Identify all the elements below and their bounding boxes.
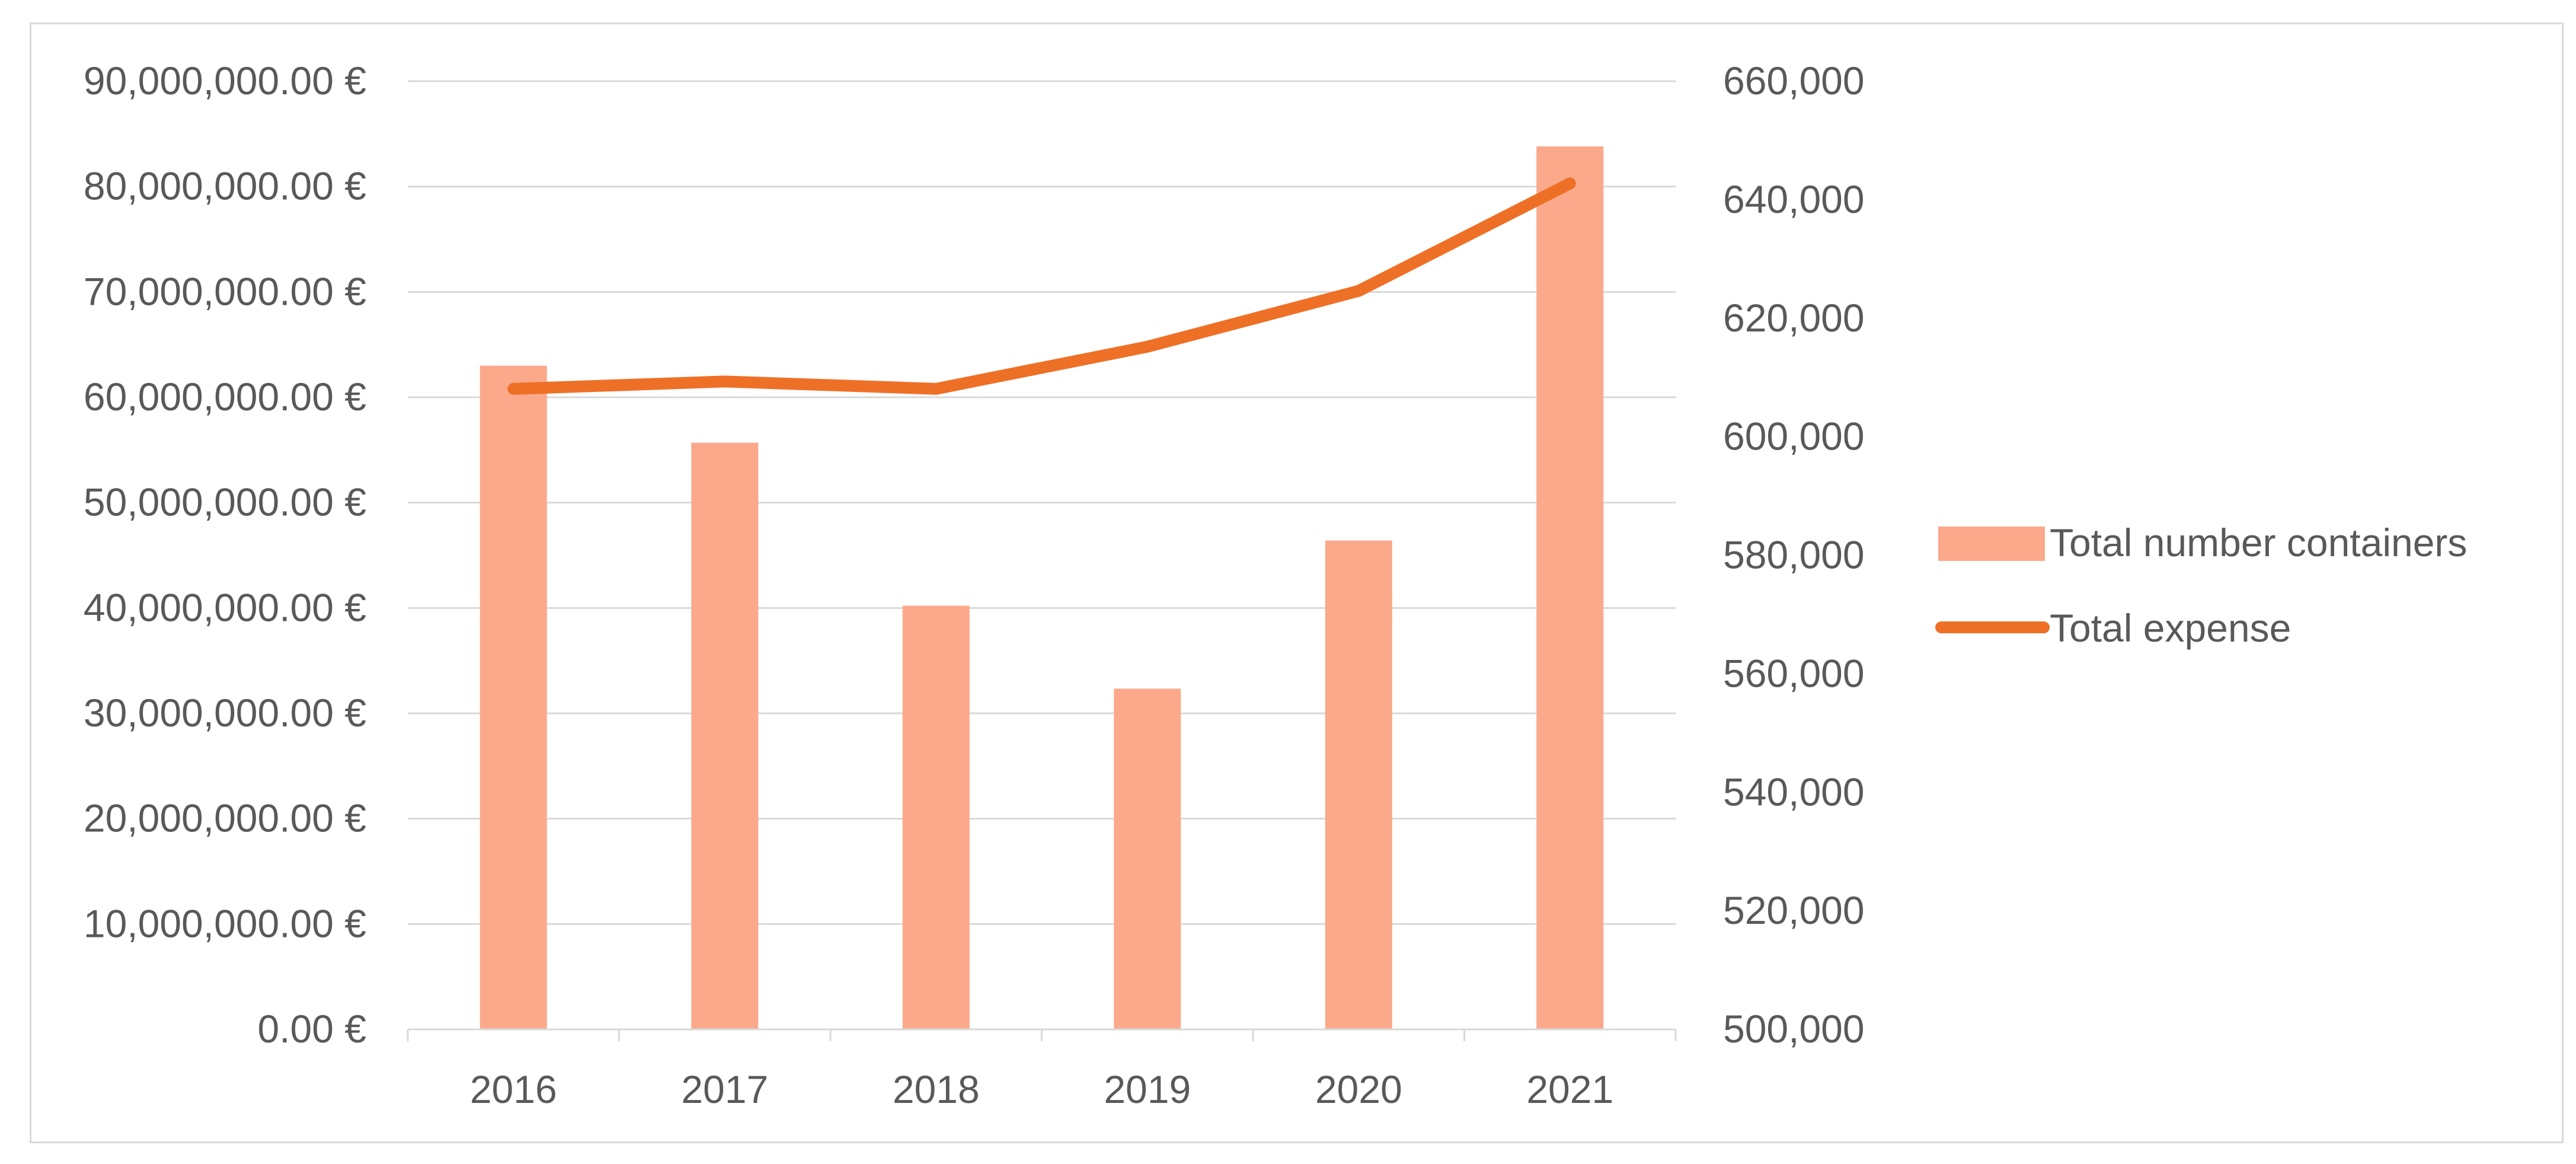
bar-2017 [691, 442, 759, 1029]
left-tick-label: 20,000,000.00 € [84, 796, 366, 840]
legend-swatch-bar [1938, 527, 2045, 561]
bar-series [480, 146, 1604, 1030]
bar-2020 [1325, 540, 1392, 1029]
bar-2018 [902, 605, 970, 1029]
bar-2019 [1114, 688, 1181, 1029]
left-tick-label: 60,000,000.00 € [84, 375, 366, 419]
right-tick-label: 520,000 [1723, 888, 1865, 932]
legend: Total number containers Total expense [1935, 521, 2467, 650]
x-tick-label: 2019 [1104, 1067, 1191, 1111]
left-tick-label: 30,000,000.00 € [84, 691, 366, 735]
right-tick-label: 640,000 [1723, 177, 1865, 221]
x-tick-label: 2018 [893, 1067, 980, 1111]
x-axis-tick-labels: 2016 2017 2018 2019 2020 2021 [470, 1067, 1613, 1111]
line-total-expense [507, 177, 1576, 395]
left-tick-label: 80,000,000.00 € [84, 164, 366, 208]
right-tick-label: 600,000 [1723, 414, 1865, 458]
bar-2021 [1536, 146, 1604, 1029]
right-tick-label: 660,000 [1723, 59, 1865, 103]
x-tick-label: 2017 [681, 1067, 768, 1111]
right-axis-tick-labels: 500,000 520,000 540,000 560,000 580,000 600,0… [1723, 59, 1865, 1051]
x-tick-label: 2020 [1315, 1067, 1402, 1111]
bar-2016 [480, 365, 547, 1030]
left-tick-label: 10,000,000.00 € [84, 901, 366, 945]
left-tick-label: 0.00 € [258, 1007, 367, 1051]
right-tick-label: 580,000 [1723, 533, 1865, 577]
left-tick-label: 70,000,000.00 € [84, 269, 366, 313]
x-axis [407, 1028, 1677, 1041]
chart-frame [30, 23, 2564, 1143]
left-tick-label: 40,000,000.00 € [84, 585, 366, 629]
right-tick-label: 540,000 [1723, 770, 1865, 814]
gridlines [408, 80, 1676, 925]
left-tick-label: 90,000,000.00 € [84, 59, 366, 103]
legend-label-line: Total expense [2050, 606, 2291, 650]
x-tick-label: 2021 [1526, 1067, 1613, 1111]
right-tick-label: 620,000 [1723, 296, 1865, 340]
left-axis-tick-labels: 0.00 € 10,000,000.00 € 20,000,000.00 € 30,0… [84, 59, 366, 1051]
right-tick-label: 560,000 [1723, 651, 1865, 695]
right-tick-label: 500,000 [1723, 1007, 1865, 1051]
x-tick-label: 2016 [470, 1067, 557, 1111]
legend-label-bar: Total number containers [2050, 521, 2467, 565]
left-tick-label: 50,000,000.00 € [84, 480, 366, 524]
line-series [507, 177, 1576, 395]
